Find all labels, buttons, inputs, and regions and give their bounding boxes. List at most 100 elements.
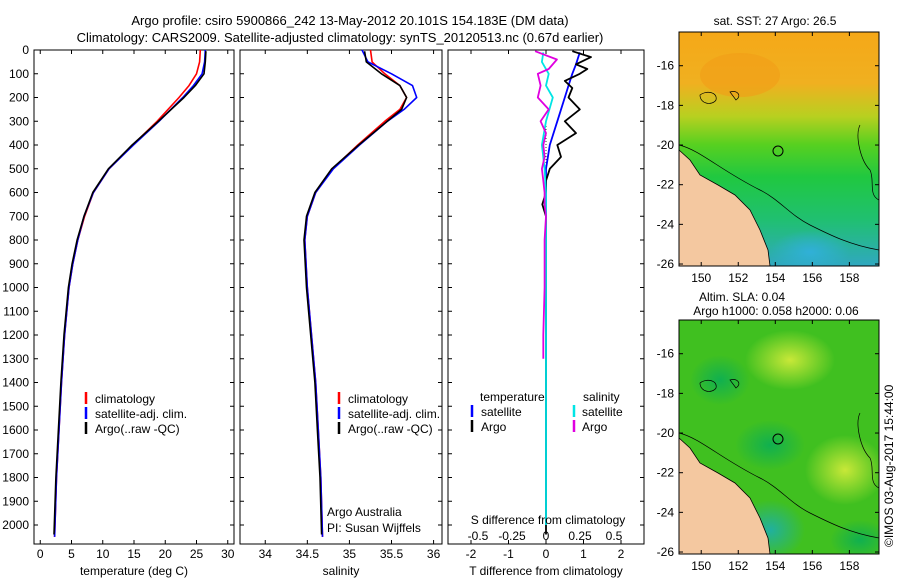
depth-tick-label: 1200	[2, 328, 29, 342]
annotation-pi: PI: Susan Wijffels	[327, 521, 421, 535]
legend-label: Argo(..raw -QC)	[348, 422, 433, 436]
temperature-panel: 0100200300400500600700800900100011001200…	[2, 43, 234, 578]
difference-panel: -2 -1 0 1 2 -0.5 -0.25 0 0.25 0.5 S difference fr…	[447, 49, 645, 578]
legend-t-argo: Argo	[481, 420, 507, 434]
t-diff-tick-label: -2	[466, 547, 477, 561]
sla-land	[679, 437, 771, 554]
map-lat-label: -16	[657, 347, 675, 361]
figure-title-line2: Climatology: CARS2009. Satellite-adjuste…	[77, 30, 604, 45]
s-diff-tick-label: 0.5	[606, 529, 623, 543]
map-lon-label: 152	[728, 559, 748, 573]
map-lat-label: -18	[657, 98, 675, 112]
depth-tick-label: 2000	[2, 518, 29, 532]
map-lon-label: 150	[691, 559, 711, 573]
salinity-tick-label: 35.5	[380, 547, 404, 561]
map-lat-label: -22	[657, 178, 675, 192]
depth-tick-label: 1600	[2, 423, 29, 437]
map-lat-label: -24	[657, 505, 675, 519]
map-lon-label: 152	[728, 271, 748, 285]
s-diff-tick-label: -0.5	[468, 529, 489, 543]
s-diff-tick-label: 0	[543, 529, 550, 543]
temperature-tick-label: 5	[68, 547, 75, 561]
salinity-panel: 34 34.5 35 35.5 36 salinity climatologysatel…	[239, 49, 443, 578]
salinity-tick-label: 36	[427, 547, 441, 561]
t-diff-tick-label: 2	[618, 547, 625, 561]
depth-tick-label: 900	[9, 257, 29, 271]
sst-land	[679, 149, 771, 266]
depth-tick-label: 1700	[2, 447, 29, 461]
depth-tick-label: 400	[9, 138, 29, 152]
temperature-tick-label: 25	[190, 547, 204, 561]
diff-series-s-argo	[534, 50, 558, 359]
depth-tick-label: 1100	[3, 304, 29, 318]
temperature-tick-label: 10	[96, 547, 110, 561]
difference-s-label: S difference from climatology	[471, 513, 626, 527]
depth-tick-label: 1000	[2, 281, 29, 295]
legend-t-satellite: satellite	[481, 405, 522, 419]
legend-label: climatology	[95, 392, 155, 406]
legend-label: satellite-adj. clim.	[348, 407, 440, 421]
sla-argo-marker	[772, 433, 784, 445]
salinity-tick-label: 34	[259, 547, 273, 561]
sla-map-title-line2: Argo h1000: 0.058 h2000: 0.06	[693, 304, 859, 318]
salinity-axes	[239, 49, 443, 545]
depth-tick-label: 800	[9, 233, 29, 247]
map-lon-label: 150	[691, 271, 711, 285]
map-lon-label: 156	[802, 559, 822, 573]
map-lat-label: -18	[657, 386, 675, 400]
salinity-tick-label: 35	[343, 547, 357, 561]
sst-reef-contour	[679, 144, 879, 251]
map-lat-label: -26	[657, 545, 675, 559]
depth-tick-label: 300	[9, 114, 29, 128]
salinity-xlabel: salinity	[323, 564, 360, 578]
depth-tick-label: 1300	[2, 352, 29, 366]
depth-tick-label: 700	[9, 209, 29, 223]
salinity-tick-label: 34.5	[296, 547, 320, 561]
depth-tick-label: 1400	[2, 376, 29, 390]
sla-map-title-line1: Altim. SLA: 0.04	[699, 290, 785, 304]
sst-argo-marker	[772, 145, 784, 157]
t-diff-tick-label: -1	[503, 547, 514, 561]
depth-tick-label: 1900	[2, 494, 29, 508]
map-lat-label: -16	[657, 59, 675, 73]
map-lon-label: 154	[765, 559, 785, 573]
legend-s-satellite: satellite	[582, 405, 623, 419]
sst-map-title: sat. SST: 27 Argo: 26.5	[714, 14, 837, 28]
series-satellite-adj-clim-	[303, 49, 418, 537]
t-diff-tick-label: 1	[580, 547, 587, 561]
map-lon-label: 158	[839, 559, 859, 573]
legend-label: Argo(..raw -QC)	[95, 422, 180, 436]
s-diff-tick-label: 0.25	[568, 529, 592, 543]
s-diff-tick-label: -0.25	[498, 529, 526, 543]
depth-tick-label: 0	[22, 43, 29, 57]
temperature-tick-label: 0	[37, 547, 44, 561]
t-diff-tick-label: 0	[543, 547, 550, 561]
depth-tick-label: 1800	[2, 471, 29, 485]
map-lat-label: -24	[657, 217, 675, 231]
map-lon-label: 154	[765, 271, 785, 285]
sst-map: sat. SST: 27 Argo: 26.5 150 152 154 156 158 -…	[657, 14, 880, 285]
map-lon-label: 156	[802, 271, 822, 285]
map-lat-label: -20	[657, 426, 675, 440]
diff-series-s-satellite	[541, 52, 554, 525]
depth-tick-label: 500	[9, 162, 29, 176]
temperature-tick-label: 30	[221, 547, 235, 561]
depth-tick-label: 200	[9, 91, 29, 105]
legend-s-argo: Argo	[582, 420, 608, 434]
difference-t-label: T difference from climatology	[469, 564, 623, 578]
depth-tick-label: 1500	[2, 399, 29, 413]
figure-title-line1: Argo profile: csiro 5900866_242 13-May-2…	[131, 13, 568, 28]
map-lat-label: -20	[657, 138, 675, 152]
map-lon-label: 158	[839, 271, 859, 285]
map-lat-label: -22	[657, 466, 675, 480]
sla-map: Altim. SLA: 0.04 Argo h1000: 0.058 h2000…	[657, 290, 880, 573]
temperature-tick-label: 15	[127, 547, 141, 561]
map-lat-label: -26	[657, 257, 675, 271]
temperature-tick-label: 20	[159, 547, 173, 561]
difference-legend: temperature salinity satellite Argo sate…	[470, 390, 623, 434]
temperature-axes	[33, 49, 235, 545]
